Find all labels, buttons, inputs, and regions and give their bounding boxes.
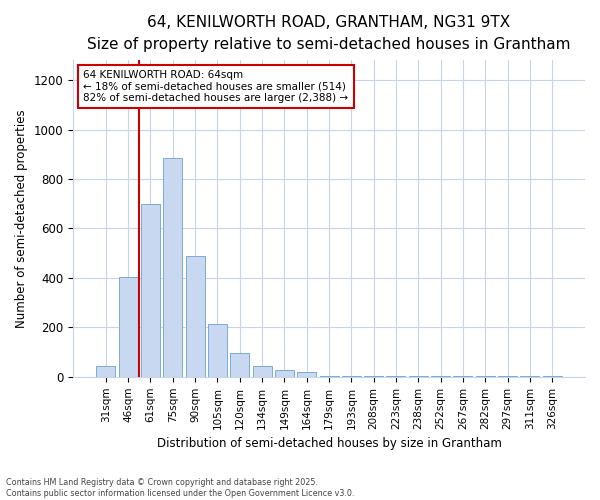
- Bar: [230, 353, 249, 377]
- Y-axis label: Number of semi-detached properties: Number of semi-detached properties: [15, 110, 28, 328]
- Text: Contains HM Land Registry data © Crown copyright and database right 2025.
Contai: Contains HM Land Registry data © Crown c…: [6, 478, 355, 498]
- Title: 64, KENILWORTH ROAD, GRANTHAM, NG31 9TX
Size of property relative to semi-detach: 64, KENILWORTH ROAD, GRANTHAM, NG31 9TX …: [87, 15, 571, 52]
- Bar: [141, 204, 160, 377]
- Bar: [185, 256, 205, 377]
- Bar: [253, 366, 272, 377]
- Bar: [208, 324, 227, 377]
- Bar: [320, 376, 338, 377]
- Bar: [275, 370, 294, 377]
- Bar: [342, 376, 361, 377]
- Bar: [297, 372, 316, 377]
- Bar: [163, 158, 182, 377]
- Bar: [96, 366, 115, 377]
- X-axis label: Distribution of semi-detached houses by size in Grantham: Distribution of semi-detached houses by …: [157, 437, 502, 450]
- Bar: [543, 376, 562, 377]
- Bar: [119, 276, 137, 377]
- Text: 64 KENILWORTH ROAD: 64sqm
← 18% of semi-detached houses are smaller (514)
82% of: 64 KENILWORTH ROAD: 64sqm ← 18% of semi-…: [83, 70, 349, 103]
